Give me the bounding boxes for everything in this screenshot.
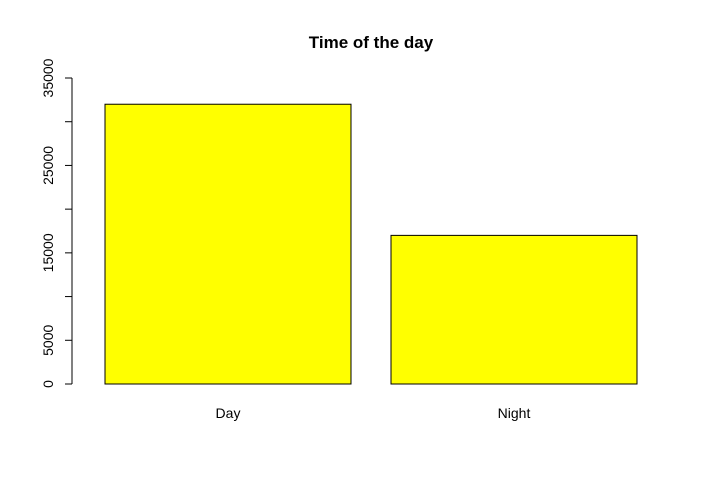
y-tick-label: 15000 [40, 233, 56, 272]
y-tick-label: 25000 [40, 146, 56, 185]
y-tick-label: 35000 [40, 58, 56, 97]
x-category-label: Day [216, 405, 241, 421]
y-tick-label: 5000 [40, 325, 56, 356]
x-category-label: Night [498, 405, 531, 421]
bar-night [390, 234, 638, 385]
bars-group [104, 103, 638, 385]
chart-title: Time of the day [309, 33, 434, 52]
y-tick-label: 0 [40, 380, 56, 388]
y-axis: 0 5000 15000 25000 35000 [40, 58, 73, 388]
bar-day [104, 103, 352, 385]
x-axis-labels: Day Night [216, 405, 531, 421]
